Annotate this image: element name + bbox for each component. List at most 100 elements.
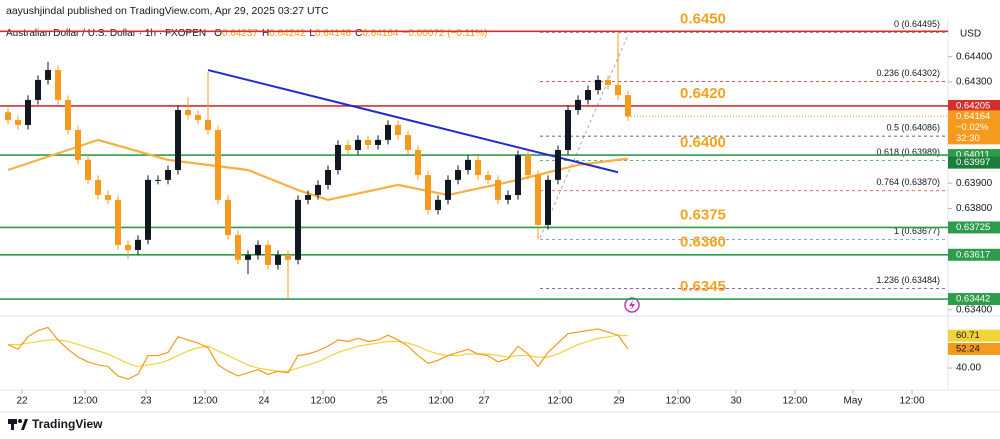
rsi-signal xyxy=(8,334,629,372)
x-tick-label: 23 xyxy=(140,396,152,407)
candle-body xyxy=(535,175,541,225)
logo-part xyxy=(11,419,14,430)
candle-body xyxy=(75,130,81,160)
candle-body xyxy=(265,244,271,265)
ohlc-key: C xyxy=(355,28,362,39)
rsi-tag xyxy=(948,342,1000,355)
fib-connector xyxy=(539,34,629,239)
candle-body xyxy=(315,184,321,196)
last-price-countdown: 32:30 xyxy=(956,133,980,144)
x-tick-label: 27 xyxy=(478,396,490,407)
ohlc-value: 0.64146 xyxy=(315,28,352,39)
candle-body xyxy=(155,179,161,181)
candle-body xyxy=(255,244,261,256)
candle-body xyxy=(545,179,551,225)
candle-body xyxy=(445,179,451,200)
candle-body xyxy=(525,155,531,176)
x-tick-label: May xyxy=(844,396,863,407)
candle-body xyxy=(195,115,201,120)
fib-label: 0.764 (0.63870) xyxy=(876,177,940,187)
y-tick-label: 0.63900 xyxy=(956,178,993,189)
brand-logo xyxy=(8,419,28,430)
fib-label: 1.236 (0.63484) xyxy=(876,275,940,285)
price-tag-label: 0.63725 xyxy=(956,222,990,233)
ohlc-key: L xyxy=(309,28,315,39)
ma-tag xyxy=(948,156,1000,169)
price-tag xyxy=(948,99,1000,112)
rsi-tick-label: 40.00 xyxy=(956,363,981,374)
candle-body xyxy=(575,99,581,111)
candle-body xyxy=(325,170,331,185)
last-price-tag xyxy=(948,110,1000,145)
x-tick-label: 12:00 xyxy=(899,396,924,407)
level-label: 0.6375 xyxy=(680,206,726,223)
ohlc-key: O xyxy=(214,28,222,39)
candle-body xyxy=(165,170,171,180)
candle-body xyxy=(345,144,351,151)
currency: USD xyxy=(960,29,981,40)
fib-label: 0.5 (0.64086) xyxy=(886,122,940,132)
x-tick-label: 22 xyxy=(16,396,28,407)
candle-body xyxy=(425,175,431,210)
change: −0.00072 (−0.11%) xyxy=(403,28,488,39)
author-line: aayushjindal published on TradingView.co… xyxy=(6,5,329,17)
candle-body xyxy=(435,199,441,210)
candle-body xyxy=(565,110,571,151)
candle-body xyxy=(305,195,311,200)
logo-part xyxy=(18,419,22,423)
candle-body xyxy=(85,159,91,180)
candle-body xyxy=(335,144,341,170)
price-tag xyxy=(948,221,1000,234)
candle-body xyxy=(505,195,511,200)
x-tick-label: 12:00 xyxy=(192,396,217,407)
x-tick-label: 30 xyxy=(730,396,742,407)
logo-part xyxy=(21,419,28,430)
x-tick-label: 29 xyxy=(613,396,625,407)
candle-body xyxy=(215,130,221,200)
price-tag-label: 0.64205 xyxy=(956,100,990,111)
candle-body xyxy=(175,110,181,170)
level-label: 0.6360 xyxy=(680,234,726,251)
candle-body xyxy=(35,79,41,100)
fib-label: 0 (0.64495) xyxy=(894,19,940,29)
brand: TradingView xyxy=(32,417,103,431)
candle-body xyxy=(365,139,371,145)
level-label: 0.6400 xyxy=(680,134,726,151)
price-tag-label: 0.63617 xyxy=(956,249,990,260)
candle-body xyxy=(515,155,521,196)
ma-tag-label: 0.63997 xyxy=(956,157,990,168)
trendline xyxy=(207,69,619,174)
candle-body xyxy=(385,124,391,140)
ohlc-key: H xyxy=(262,28,269,39)
candle-body xyxy=(555,150,561,180)
candle-body xyxy=(15,119,21,125)
candle-body xyxy=(245,255,251,260)
x-tick-label: 24 xyxy=(258,396,270,407)
candle-body xyxy=(105,195,111,200)
y-tick-label: 0.63800 xyxy=(956,203,993,214)
candle-body xyxy=(395,124,401,136)
candle-body xyxy=(185,110,191,116)
level-label: 0.6345 xyxy=(680,278,726,295)
candle-body xyxy=(275,255,281,265)
level-label: 0.6420 xyxy=(680,85,726,102)
level-label: 0.6450 xyxy=(680,10,726,27)
fib-label: 1 (0.63677) xyxy=(894,226,940,236)
candle-body xyxy=(595,79,601,91)
x-tick-label: 12:00 xyxy=(665,396,690,407)
price-tag-label: 0.63442 xyxy=(956,294,990,305)
event-icon-bolt xyxy=(629,300,635,310)
candle-body xyxy=(235,235,241,260)
x-tick-label: 12:00 xyxy=(782,396,807,407)
candle-body xyxy=(375,139,381,145)
x-tick-label: 12:00 xyxy=(547,396,572,407)
y-tick-label: 0.64400 xyxy=(956,51,993,62)
candle-body xyxy=(455,170,461,180)
candle-body xyxy=(405,135,411,151)
last-price-label: 0.64164 xyxy=(956,111,990,122)
candle-body xyxy=(465,159,471,170)
symbol: Australian Dollar / U.S. Dollar · 1h · F… xyxy=(6,28,206,39)
candle-body xyxy=(285,255,291,260)
candle-body xyxy=(65,99,71,131)
